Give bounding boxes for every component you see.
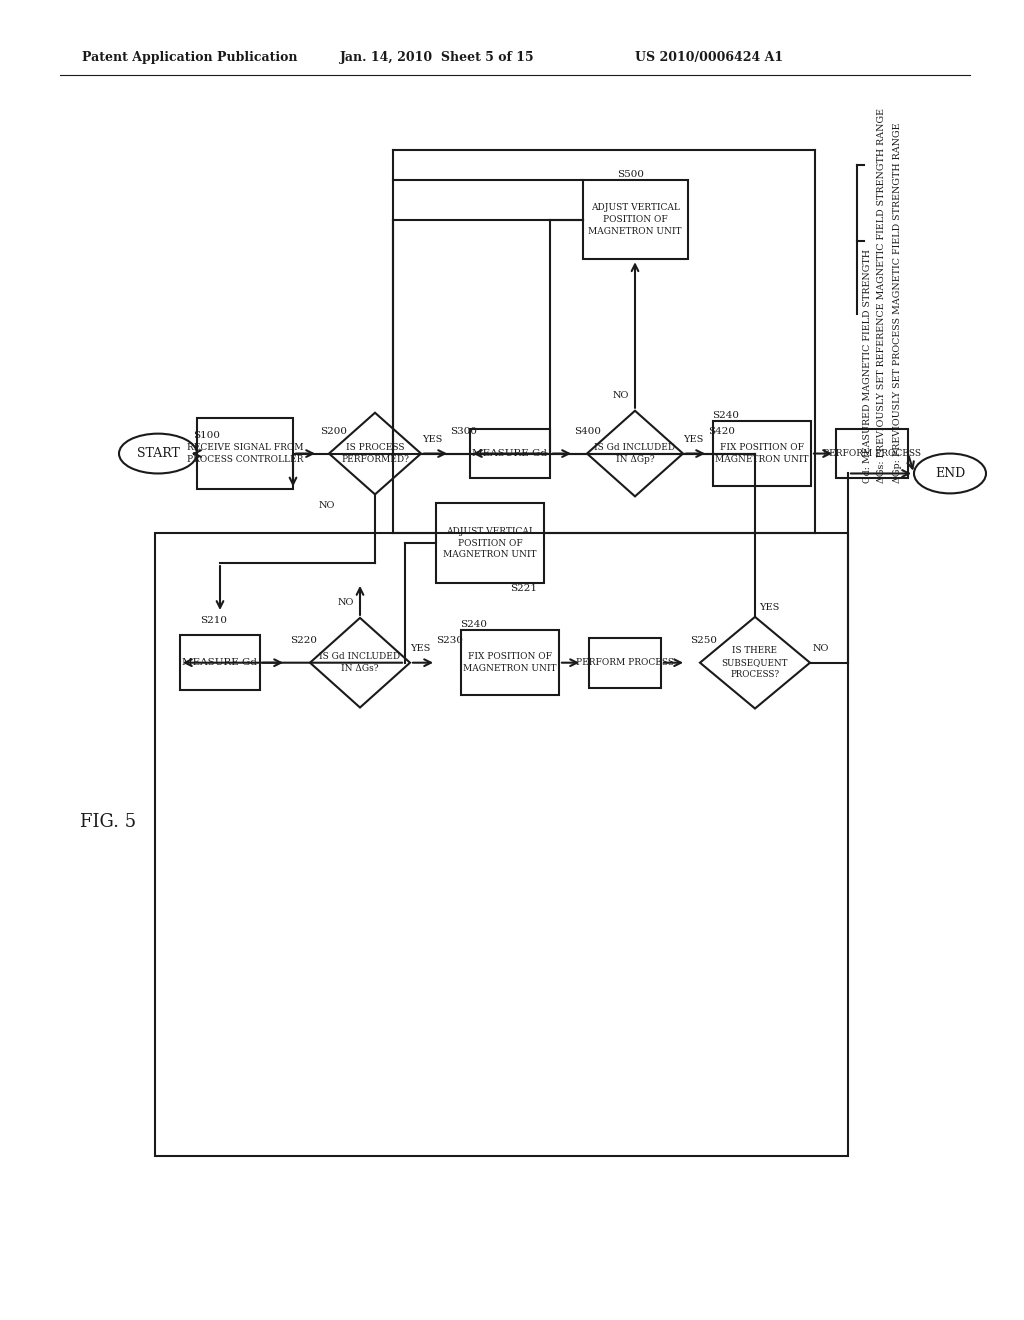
Text: S220: S220 [290,636,317,645]
Text: NO: NO [612,391,629,400]
FancyBboxPatch shape [589,638,662,688]
Text: IS THERE
SUBSEQUENT
PROCESS?: IS THERE SUBSEQUENT PROCESS? [722,647,788,678]
Text: S210: S210 [200,616,227,626]
Text: RECEIVE SIGNAL FROM
PROCESS CONTROLLER: RECEIVE SIGNAL FROM PROCESS CONTROLLER [186,444,303,463]
Text: Jan. 14, 2010  Sheet 5 of 15: Jan. 14, 2010 Sheet 5 of 15 [340,50,535,63]
Text: NO: NO [318,500,335,510]
Text: PERFORM PROCESS: PERFORM PROCESS [575,659,674,667]
Text: Patent Application Publication: Patent Application Publication [82,50,298,63]
FancyBboxPatch shape [713,421,811,486]
Text: Gd: MEASURED MAGNETIC FIELD STRENGTH: Gd: MEASURED MAGNETIC FIELD STRENGTH [862,249,871,483]
Polygon shape [587,411,683,496]
Text: S221: S221 [510,583,537,593]
Text: S200: S200 [319,428,347,436]
Text: MEASURE Gd: MEASURE Gd [472,449,548,458]
Text: MEASURE Gd: MEASURE Gd [182,659,257,667]
Text: YES: YES [422,436,442,444]
Text: NO: NO [813,644,829,653]
Text: IS PROCESS
PERFORMED?: IS PROCESS PERFORMED? [341,444,409,463]
Text: S300: S300 [450,428,477,436]
Text: S240: S240 [712,412,739,420]
FancyBboxPatch shape [180,635,260,690]
FancyBboxPatch shape [470,429,550,478]
Polygon shape [700,616,810,709]
Text: ΔGs: PREVIOUSLY SET REFERENCE MAGNETIC FIELD STRENGTH RANGE: ΔGs: PREVIOUSLY SET REFERENCE MAGNETIC F… [878,108,887,483]
Text: US 2010/0006424 A1: US 2010/0006424 A1 [635,50,783,63]
Text: S230: S230 [436,636,463,645]
Ellipse shape [119,434,197,474]
Text: S420: S420 [708,428,735,436]
Text: ADJUST VERTICAL
POSITION OF
MAGNETRON UNIT: ADJUST VERTICAL POSITION OF MAGNETRON UN… [588,203,682,236]
Text: S500: S500 [617,170,644,180]
Text: FIG. 5: FIG. 5 [80,813,136,832]
Text: ADJUST VERTICAL
POSITION OF
MAGNETRON UNIT: ADJUST VERTICAL POSITION OF MAGNETRON UN… [443,527,537,560]
FancyBboxPatch shape [461,631,559,696]
Text: YES: YES [759,603,779,612]
Text: IS Gd INCLUDED
IN ΔGp?: IS Gd INCLUDED IN ΔGp? [595,444,676,463]
Text: YES: YES [410,644,430,653]
FancyBboxPatch shape [583,180,687,259]
Ellipse shape [914,454,986,494]
Text: FIX POSITION OF
MAGNETRON UNIT: FIX POSITION OF MAGNETRON UNIT [715,444,809,463]
Polygon shape [329,413,421,495]
Text: ΔGp: PREVIOUSLY SET PROCESS MAGNETIC FIELD STRENGTH RANGE: ΔGp: PREVIOUSLY SET PROCESS MAGNETIC FIE… [893,123,901,483]
Text: START: START [136,447,179,461]
FancyBboxPatch shape [197,417,293,490]
Text: FIX POSITION OF
MAGNETRON UNIT: FIX POSITION OF MAGNETRON UNIT [463,652,557,673]
FancyBboxPatch shape [436,503,544,583]
Text: END: END [935,467,966,480]
Text: YES: YES [683,436,703,444]
Polygon shape [310,618,410,708]
Text: IS Gd INCLUDED
IN ΔGs?: IS Gd INCLUDED IN ΔGs? [319,652,400,673]
Text: S240: S240 [460,620,487,630]
FancyBboxPatch shape [836,429,908,478]
Text: S250: S250 [690,636,717,645]
Text: NO: NO [338,598,354,607]
Text: S100: S100 [193,432,220,440]
Text: S400: S400 [574,428,601,436]
Text: PERFORM PROCESS: PERFORM PROCESS [823,449,921,458]
